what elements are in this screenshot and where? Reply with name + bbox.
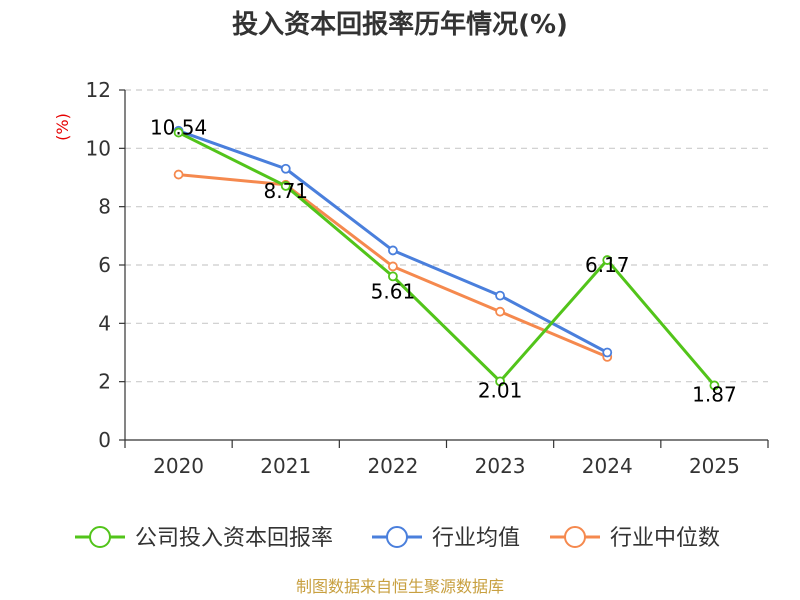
- legend[interactable]: 公司投入资本回报率 行业均值 行业中位数: [75, 526, 720, 551]
- point-1-2022[interactable]: [388, 245, 398, 256]
- point-0-2023[interactable]: [495, 376, 505, 387]
- legend-label-0: 公司投入资本回报率: [135, 526, 333, 551]
- series-lines: [173, 125, 720, 391]
- legend-marker-1: [386, 526, 408, 548]
- legend-item-1[interactable]: 行业均值: [372, 526, 520, 551]
- x-tick-label-2021: 2021: [260, 454, 311, 478]
- point-2-2020[interactable]: [173, 169, 184, 180]
- data-label-2024: 6.17: [585, 253, 630, 277]
- point-2-2022[interactable]: [388, 261, 398, 272]
- point-1-2021[interactable]: [280, 163, 291, 174]
- data-label-2023: 2.01: [478, 378, 523, 402]
- point-0-2022[interactable]: [388, 271, 398, 282]
- grid-lines: [125, 89, 768, 383]
- legend-label-2: 行业中位数: [610, 526, 720, 551]
- y-tick-label: 12: [86, 78, 111, 102]
- legend-marker-2: [564, 526, 586, 548]
- point-0-2025[interactable]: [709, 380, 720, 391]
- legend-item-2[interactable]: 行业中位数: [550, 526, 720, 551]
- x-tick-label-2025: 2025: [689, 454, 740, 478]
- data-label-2021: 8.71: [263, 179, 308, 203]
- x-tick-label-2024: 2024: [582, 454, 633, 478]
- y-tick-label: 0: [98, 428, 111, 452]
- y-tick-label: 8: [98, 195, 111, 219]
- series-line-0: [177, 131, 716, 387]
- point-0-2024[interactable]: [602, 255, 613, 265]
- point-0-2021[interactable]: [280, 181, 291, 191]
- data-labels: 10.54 8.71 5.61 2.01 6.17 1.87: [150, 116, 737, 407]
- y-tick-label: 10: [86, 136, 111, 160]
- x-tick-label-2022: 2022: [367, 454, 418, 478]
- data-label-2025: 1.87: [692, 382, 737, 406]
- axes: 0 2 4 6 8 10 12 2020 2021 2022 2023 2024 2025: [86, 78, 769, 478]
- chart-title: 投入资本回报率历年情况(%): [232, 9, 568, 40]
- point-1-2023[interactable]: [495, 290, 505, 301]
- y-axis-label: (%): [53, 113, 72, 141]
- point-2-2023[interactable]: [495, 306, 505, 317]
- legend-marker-0: [89, 526, 111, 548]
- x-tick-label-2020: 2020: [153, 454, 204, 478]
- y-tick-label: 2: [98, 370, 111, 394]
- x-tick-label-2023: 2023: [475, 454, 526, 478]
- point-1-2024[interactable]: [602, 347, 613, 358]
- data-label-2020: 10.54: [150, 116, 207, 140]
- data-source-note: 制图数据来自恒生聚源数据库: [296, 577, 504, 596]
- data-label-2022: 5.61: [371, 279, 416, 303]
- legend-label-1: 行业均值: [432, 526, 520, 551]
- legend-item-0[interactable]: 公司投入资本回报率: [75, 526, 333, 551]
- y-tick-label: 4: [98, 311, 111, 335]
- y-tick-label: 6: [98, 253, 111, 277]
- point-0-2020[interactable]: [173, 127, 184, 138]
